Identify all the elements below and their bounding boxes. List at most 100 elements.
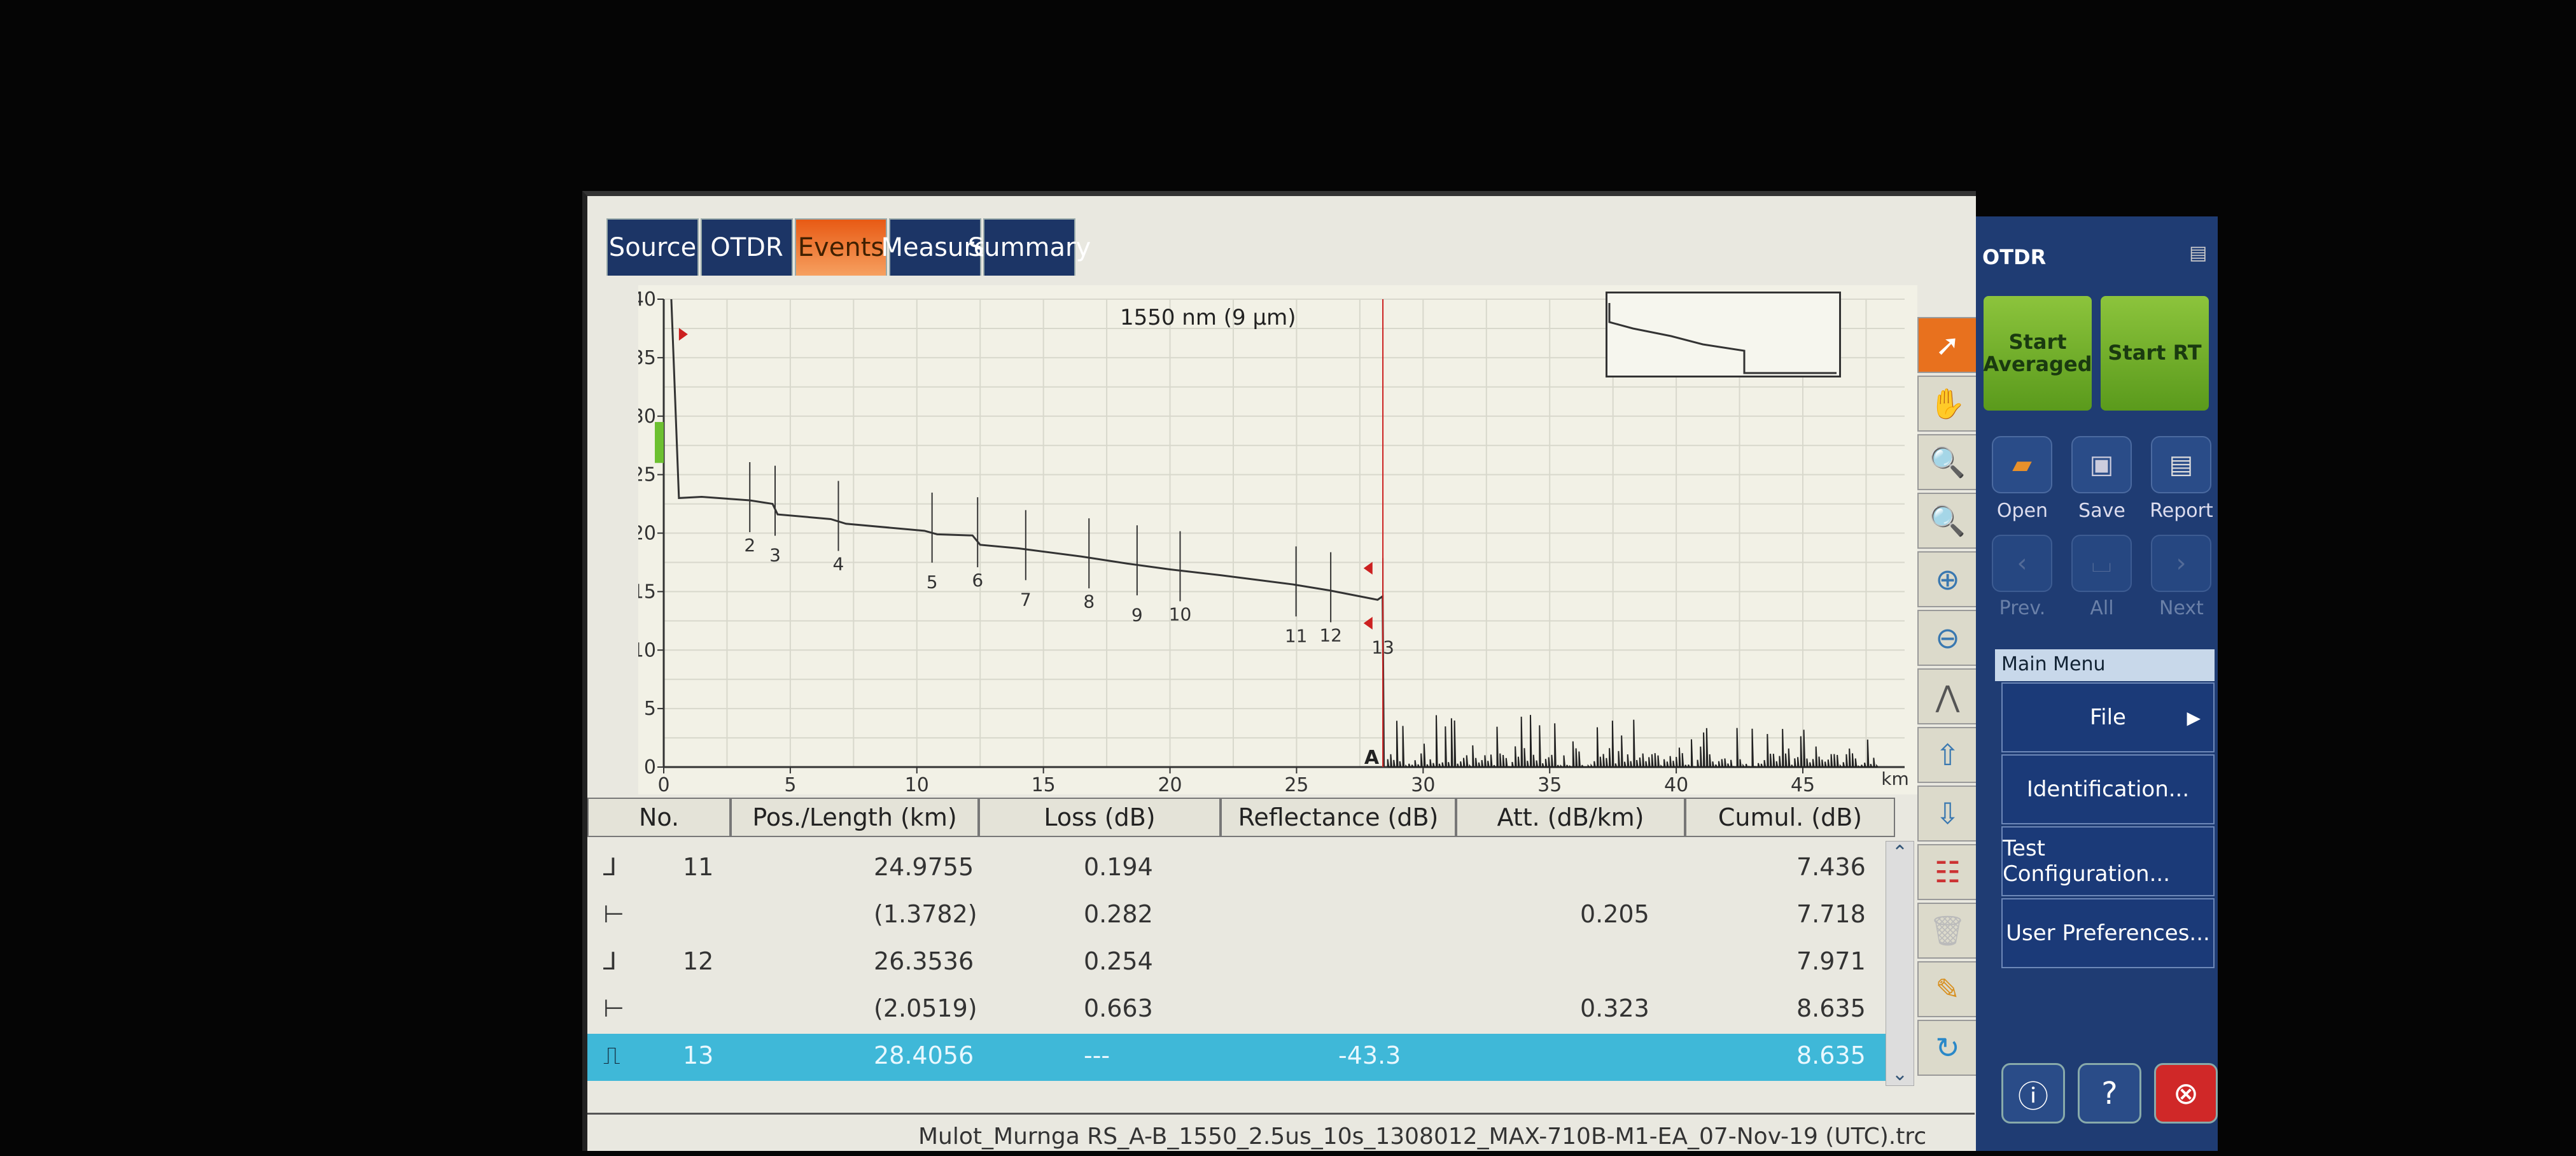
table-row[interactable]: ⊢ (1.3782) 0.282 0.205 7.718 bbox=[587, 892, 1886, 940]
submenu-arrow-icon: ▶ bbox=[2187, 707, 2201, 728]
pan-button[interactable]: ✋ bbox=[1917, 376, 1978, 432]
menu-file[interactable]: File ▶ bbox=[2001, 682, 2215, 752]
zoom-area-button[interactable]: 🔍 bbox=[1917, 434, 1978, 490]
table-scrollbar[interactable]: ⌃ ⌄ bbox=[1886, 841, 1914, 1086]
event-number-label: 11 bbox=[1285, 625, 1308, 646]
cell-pos: 26.3536 bbox=[874, 947, 974, 975]
edit-event-button[interactable]: ✎ bbox=[1917, 961, 1978, 1017]
event-number-label: 12 bbox=[1319, 625, 1342, 646]
event-table-icon: ☷ bbox=[1934, 855, 1961, 889]
table-row[interactable]: ⅃ 12 26.3536 0.254 7.971 bbox=[587, 940, 1886, 987]
zoom-out-icon: ⊖ bbox=[1935, 621, 1960, 655]
tab-summary[interactable]: Summary bbox=[968, 218, 1091, 276]
zoom-event-button[interactable]: ⋀ bbox=[1917, 668, 1978, 724]
scroll-down-icon[interactable]: ⌄ bbox=[1891, 1063, 1908, 1085]
next-event-button[interactable]: ⇩ bbox=[1917, 786, 1978, 842]
x-tick-label: 40 bbox=[1664, 774, 1688, 794]
report-icon: ▤ bbox=[2169, 450, 2194, 479]
marker-a-label: A bbox=[1364, 747, 1380, 769]
splice-loss-icon: ⅃ bbox=[603, 853, 617, 881]
hand-icon: ✋ bbox=[1929, 386, 1966, 421]
arrow-down-icon: ⇩ bbox=[1935, 796, 1960, 831]
start-rt-button[interactable]: Start RT bbox=[2101, 296, 2209, 411]
table-row[interactable]: ⅃ 11 24.9755 0.194 7.436 bbox=[587, 845, 1886, 892]
tab-otdr[interactable]: OTDR bbox=[701, 218, 793, 276]
cell-att: 0.323 bbox=[1580, 994, 1649, 1022]
floppy-icon: ▣ bbox=[2089, 450, 2114, 479]
report-button[interactable]: ▤ bbox=[2151, 436, 2211, 493]
prev-trace-button[interactable]: ‹ bbox=[1992, 535, 2052, 592]
save-button[interactable]: ▣ bbox=[2071, 436, 2132, 493]
cell-loss: 0.194 bbox=[1084, 853, 1153, 881]
y-tick-label: 25 bbox=[638, 464, 656, 486]
refresh-icon: ↻ bbox=[1935, 1031, 1960, 1065]
zoom-1to1-icon: 🔍 bbox=[1929, 503, 1966, 538]
noise-floor bbox=[1387, 715, 1879, 768]
cell-cumul: 8.635 bbox=[1796, 1041, 1866, 1069]
menu-test-configuration[interactable]: Test Configuration... bbox=[2001, 826, 2215, 896]
otdr-trace-chart[interactable]: 051015202530354045km05101520253035401550… bbox=[632, 285, 1917, 796]
help-icon: ? bbox=[2101, 1075, 2118, 1111]
otdr-screen: Source OTDR Events Measure Summary 0 5 10 1… bbox=[582, 191, 1978, 1151]
y-tick-label: 20 bbox=[638, 523, 656, 545]
event-number-label: 5 bbox=[927, 572, 938, 593]
cell-refl: -43.3 bbox=[1338, 1041, 1401, 1069]
event-number-label: 9 bbox=[1131, 604, 1143, 625]
x-tick-label: 5 bbox=[784, 774, 796, 794]
cell-pos: (2.0519) bbox=[874, 994, 977, 1022]
start-averaged-button[interactable]: Start Averaged bbox=[1983, 296, 2092, 411]
zoom-in-button[interactable]: ⊕ bbox=[1917, 551, 1978, 607]
zoom-reset-button[interactable]: 🔍 bbox=[1917, 493, 1978, 549]
col-header-reflectance[interactable]: Reflectance (dB) bbox=[1221, 798, 1456, 837]
x-tick-label: 35 bbox=[1537, 774, 1562, 794]
trace-svg: 051015202530354045km05101520253035401550… bbox=[632, 288, 1909, 796]
insert-event-button[interactable]: ☷ bbox=[1917, 844, 1978, 900]
chart-title: 1550 nm (9 µm) bbox=[1120, 305, 1296, 330]
y-tick-label: 30 bbox=[638, 405, 656, 428]
all-traces-icon: ⌴ bbox=[2091, 549, 2112, 578]
select-pointer-button[interactable]: ➚ bbox=[1917, 317, 1978, 373]
table-row[interactable]: ⎍ 13 28.4056 --- -43.3 8.635 bbox=[587, 1034, 1886, 1081]
open-label: Open bbox=[1996, 500, 2048, 522]
cell-no: 11 bbox=[683, 853, 714, 881]
all-traces-button[interactable]: ⌴ bbox=[2071, 535, 2132, 592]
fiber-section-icon: ⊢ bbox=[603, 994, 625, 1022]
menu-user-preferences[interactable]: User Preferences... bbox=[2001, 898, 2215, 968]
delete-event-button[interactable]: 🗑 bbox=[1917, 903, 1978, 959]
zoom-area-icon: 🔍 bbox=[1929, 444, 1966, 479]
scroll-up-icon[interactable]: ⌃ bbox=[1891, 842, 1908, 864]
cell-att: 0.205 bbox=[1580, 900, 1649, 928]
event-number-label: 4 bbox=[833, 553, 844, 574]
col-header-pos[interactable]: Pos./Length (km) bbox=[731, 798, 979, 837]
next-trace-button[interactable]: › bbox=[2151, 535, 2211, 592]
cell-no: 12 bbox=[683, 947, 714, 975]
open-button[interactable]: ▰ bbox=[1992, 436, 2052, 493]
y-tick-label: 10 bbox=[638, 639, 656, 661]
col-header-no[interactable]: No. bbox=[587, 798, 731, 837]
tab-measure[interactable]: Measure bbox=[881, 218, 990, 276]
zoom-out-button[interactable]: ⊖ bbox=[1917, 610, 1978, 666]
cell-pos: 24.9755 bbox=[874, 853, 974, 881]
x-tick-label: 0 bbox=[657, 774, 669, 794]
col-header-cumul[interactable]: Cumul. (dB) bbox=[1685, 798, 1895, 837]
table-row[interactable]: ⊢ (2.0519) 0.663 0.323 8.635 bbox=[587, 987, 1886, 1034]
reanalyze-button[interactable]: ↻ bbox=[1917, 1020, 1978, 1076]
cell-loss: 0.254 bbox=[1084, 947, 1153, 975]
fiber-section-icon: ⊢ bbox=[603, 900, 625, 928]
menu-identification[interactable]: Identification... bbox=[2001, 754, 2215, 824]
x-unit-label: km bbox=[1881, 768, 1909, 789]
cell-no: 13 bbox=[683, 1041, 714, 1069]
tab-events[interactable]: Events bbox=[795, 218, 887, 276]
events-table: No. Pos./Length (km) Loss (dB) Reflectan… bbox=[587, 798, 1917, 1116]
col-header-loss[interactable]: Loss (dB) bbox=[979, 798, 1221, 837]
overview-minimap[interactable] bbox=[1606, 292, 1841, 377]
help-button[interactable]: ? bbox=[2078, 1063, 2141, 1124]
loss-marker-upper bbox=[1363, 561, 1373, 575]
exit-button[interactable]: ⊗ bbox=[2154, 1063, 2218, 1124]
tab-source[interactable]: Source bbox=[606, 218, 699, 276]
info-button[interactable]: ⓘ bbox=[2001, 1063, 2065, 1124]
previous-event-button[interactable]: ⇧ bbox=[1917, 727, 1978, 783]
prev-trace-icon: ‹ bbox=[2017, 549, 2027, 578]
y-tick-label: 15 bbox=[638, 581, 656, 603]
col-header-att[interactable]: Att. (dB/km) bbox=[1456, 798, 1685, 837]
